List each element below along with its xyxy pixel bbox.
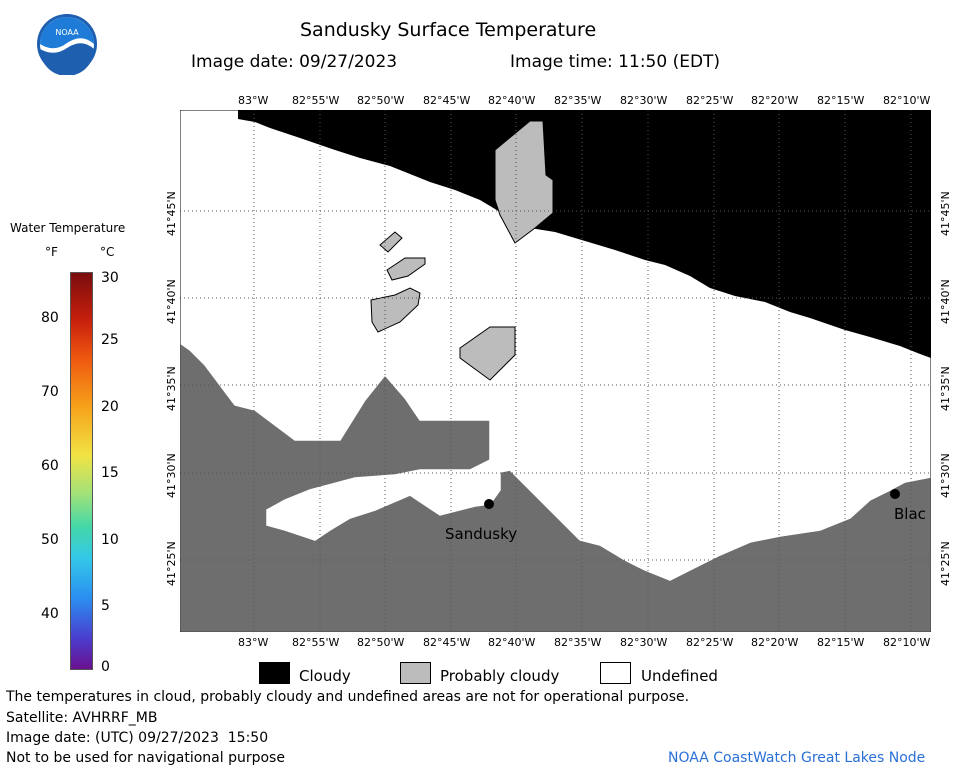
city-label-sandusky: Sandusky <box>445 525 518 543</box>
lon-label: 82°40'W <box>488 636 536 649</box>
city-marker-sandusky <box>484 499 494 509</box>
image-date: Image date: 09/27/2023 <box>191 52 398 72</box>
lon-label: 82°55'W <box>292 636 340 649</box>
footer-nav-warning: Not to be used for navigational purpose <box>6 750 285 766</box>
lon-label: 82°45'W <box>423 94 471 107</box>
colorbar-f-label: 80 <box>41 310 59 326</box>
lon-label: 82°30'W <box>620 636 668 649</box>
lon-label: 82°55'W <box>292 94 340 107</box>
colorbar-unit-f: °F <box>45 245 58 259</box>
land-region <box>180 342 931 632</box>
graticule <box>180 110 931 632</box>
colorbar-c-label: 10 <box>101 532 119 548</box>
cloud-region <box>238 110 931 358</box>
colorbar-c-label: 30 <box>101 270 119 286</box>
lon-label: 82°15'W <box>817 94 865 107</box>
legend-swatch-undefined <box>600 662 631 684</box>
footer-satellite: Satellite: AVHRRF_MB <box>6 710 158 726</box>
colorbar-c-label: 5 <box>101 598 110 614</box>
legend-swatch-probably-cloudy <box>400 662 431 684</box>
colorbar-f-label: 50 <box>41 532 59 548</box>
lon-label: 82°10'W <box>883 94 931 107</box>
footer-credit: NOAA CoastWatch Great Lakes Node <box>668 750 926 766</box>
lon-label: 82°50'W <box>357 636 405 649</box>
footer-utc-date: Image date: (UTC) 09/27/2023 15:50 <box>6 730 269 746</box>
lon-label: 82°50'W <box>357 94 405 107</box>
lon-label: 82°35'W <box>554 636 602 649</box>
lat-label: 41°30'N <box>939 453 952 498</box>
legend-label-undefined: Undefined <box>641 667 718 685</box>
probably-cloudy-region <box>494 120 554 244</box>
lon-label: 83°W <box>238 94 269 107</box>
lat-label: 41°30'N <box>165 453 178 498</box>
noaa-logo: NOAA <box>37 14 97 75</box>
lat-label: 41°35'N <box>165 366 178 411</box>
city-marker-blac <box>890 489 900 499</box>
page-title: Sandusky Surface Temperature <box>300 19 597 41</box>
lat-label: 41°45'N <box>939 191 952 236</box>
lat-label: 41°25'N <box>939 541 952 586</box>
legend-swatch-cloudy <box>259 662 290 684</box>
lon-label: 82°20'W <box>751 636 799 649</box>
map <box>180 110 931 632</box>
colorbar-f-label: 40 <box>41 606 59 622</box>
logo-text: NOAA <box>55 28 79 37</box>
image-time: Image time: 11:50 (EDT) <box>510 52 721 72</box>
probably-cloudy-region <box>370 287 421 333</box>
lon-label: 82°40'W <box>488 94 536 107</box>
colorbar-f-label: 60 <box>41 458 59 474</box>
colorbar-c-label: 20 <box>101 399 119 415</box>
lon-label: 82°15'W <box>817 636 865 649</box>
lat-label: 41°40'N <box>165 279 178 324</box>
lon-label: 82°20'W <box>751 94 799 107</box>
lat-label: 41°25'N <box>165 541 178 586</box>
colorbar-f-label: 70 <box>41 384 59 400</box>
lon-label: 82°30'W <box>620 94 668 107</box>
lon-label: 82°45'W <box>423 636 471 649</box>
colorbar-c-label: 25 <box>101 332 119 348</box>
colorbar-unit-c: °C <box>100 245 115 259</box>
lat-label: 41°35'N <box>939 366 952 411</box>
colorbar-title: Water Temperature <box>10 221 126 235</box>
probably-cloudy-region <box>459 326 516 381</box>
lon-label: 82°35'W <box>554 94 602 107</box>
footer-disclaimer: The temperatures in cloud, probably clou… <box>6 689 690 705</box>
bay-water-region <box>270 470 498 535</box>
probably-cloudy-region <box>386 257 426 281</box>
lon-label: 82°25'W <box>686 636 734 649</box>
colorbar <box>70 272 93 670</box>
lon-label: 82°10'W <box>883 636 931 649</box>
legend-label-cloudy: Cloudy <box>299 667 351 685</box>
lat-label: 41°45'N <box>165 191 178 236</box>
colorbar-c-label: 0 <box>101 659 110 675</box>
colorbar-c-label: 15 <box>101 465 119 481</box>
lat-label: 41°40'N <box>939 279 952 324</box>
legend-label-probably-cloudy: Probably cloudy <box>440 667 560 685</box>
city-label-blac: Blac <box>894 505 926 523</box>
lon-label: 82°25'W <box>686 94 734 107</box>
lon-label: 83°W <box>238 636 269 649</box>
